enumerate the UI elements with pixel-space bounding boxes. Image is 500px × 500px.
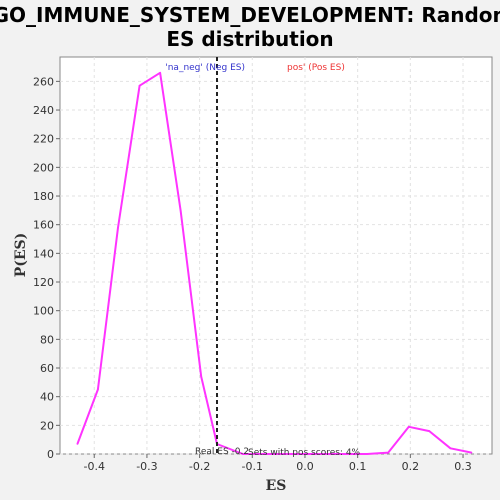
y-tick-label: 200 <box>33 161 54 174</box>
y-tick-label: 240 <box>33 104 54 117</box>
series-line-0 <box>76 71 472 455</box>
data-point <box>200 375 202 378</box>
y-tick-label: 160 <box>33 219 54 232</box>
data-point <box>76 443 79 445</box>
data-point <box>283 453 285 455</box>
data-point <box>262 453 265 455</box>
y-tick-label: 20 <box>40 419 54 432</box>
x-tick-label: 0.1 <box>349 460 367 473</box>
data-point <box>387 451 390 454</box>
y-tick-label: 60 <box>40 362 54 375</box>
pos-scores-label: Sets with pos scores: 4% <box>248 448 361 458</box>
data-point <box>242 453 244 455</box>
y-tick-label: 140 <box>33 247 54 260</box>
data-point <box>345 453 348 455</box>
data-point <box>159 71 161 74</box>
data-point <box>449 447 452 450</box>
grid-lines <box>60 57 492 455</box>
y-axis-ticks: 0 20 40 60 80 100 120 140 160 180 200 220 240 260 <box>33 75 60 461</box>
y-tick-label: 0 <box>47 448 54 461</box>
data-point <box>470 451 473 454</box>
pos-es-label: pos' (Pos ES) <box>287 63 345 73</box>
x-tick-label: -0.3 <box>136 460 157 473</box>
plot-area <box>59 56 493 455</box>
data-point <box>407 425 410 428</box>
real-es-label: Real ES -0.2 <box>195 447 249 457</box>
neg-es-label: 'na_neg' (Neg ES) <box>165 63 245 73</box>
x-axis-ticks: -0.4 -0.3 -0.2 -0.1 0.0 0.1 0.2 0.3 <box>84 454 472 473</box>
chart-title-line-2: ES distribution <box>166 27 333 51</box>
chart-title-line-1: GO_IMMUNE_SYSTEM_DEVELOPMENT: Random <box>0 3 500 27</box>
data-point <box>117 226 119 229</box>
x-tick-label: -0.1 <box>242 460 263 473</box>
data-point <box>366 453 368 455</box>
y-tick-label: 180 <box>33 190 54 203</box>
data-point <box>428 430 431 432</box>
x-tick-label: 0.3 <box>454 460 472 473</box>
y-axis-title: P(ES) <box>13 233 29 278</box>
y-tick-label: 100 <box>33 305 54 318</box>
x-axis-title: ES <box>266 478 287 494</box>
y-tick-label: 40 <box>40 391 54 404</box>
y-tick-label: 120 <box>33 276 54 289</box>
data-point <box>179 209 182 212</box>
y-tick-label: 80 <box>40 333 54 346</box>
y-tick-label: 220 <box>33 133 54 146</box>
x-tick-label: -0.4 <box>84 460 105 473</box>
y-tick-label: 260 <box>33 75 54 88</box>
data-point <box>138 84 141 87</box>
x-tick-label: 0.2 <box>402 460 420 473</box>
data-point <box>97 388 99 391</box>
x-tick-label: 0.0 <box>296 460 314 473</box>
data-point <box>325 453 327 455</box>
x-tick-label: -0.2 <box>189 460 210 473</box>
